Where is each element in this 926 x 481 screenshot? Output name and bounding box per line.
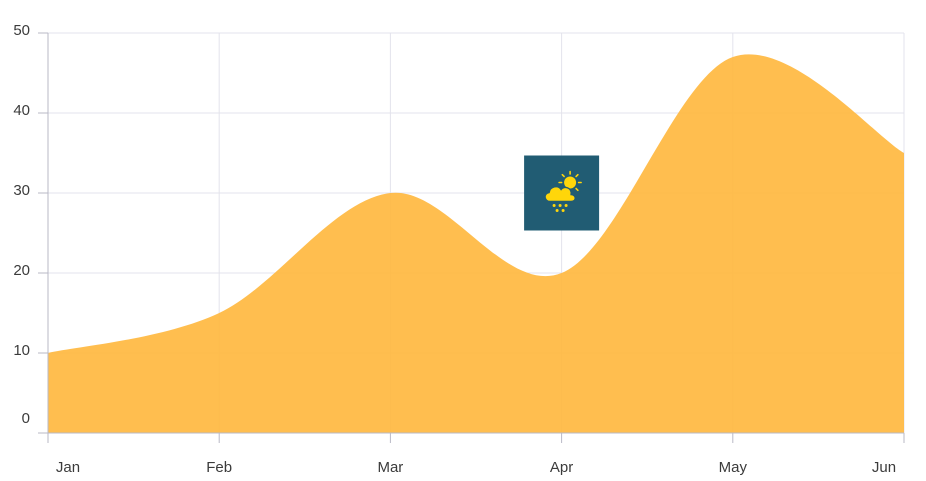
x-tick-label: Jun (872, 459, 896, 476)
x-tick-label: May (719, 459, 748, 476)
x-tick-label: Feb (206, 459, 232, 476)
x-tick-label: Mar (377, 459, 403, 476)
area-layer (48, 54, 904, 434)
y-tick-label: 50 (13, 22, 30, 39)
y-tick-label: 20 (13, 262, 30, 279)
area-series (48, 54, 904, 434)
y-tick-label: 30 (13, 182, 30, 199)
snow-icon (552, 204, 568, 212)
y-tick-label: 0 (22, 410, 30, 427)
label-layer: 0 10 20 30 40 50 Jan Feb Mar Apr May Jun (13, 22, 896, 476)
y-tick-label: 40 (13, 102, 30, 119)
y-tick-label: 10 (13, 342, 30, 359)
weather-annotation (524, 155, 600, 231)
cloud-icon (544, 185, 576, 203)
x-tick-label: Apr (550, 459, 573, 476)
axis-layer (38, 32, 905, 443)
x-tick-label: Jan (56, 459, 80, 476)
grid-layer (48, 32, 905, 433)
cloud-sun-snow-icon (544, 170, 582, 212)
annotation-layer (524, 155, 600, 231)
